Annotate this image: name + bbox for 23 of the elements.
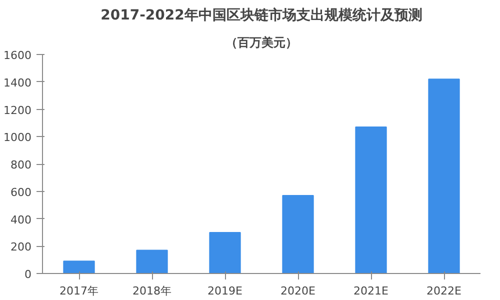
chart-title: 2017-2022年中国区块链市场支出规模统计及预测	[100, 6, 422, 24]
x-tick-label: 2018年	[132, 284, 172, 298]
x-tick-label: 2021E	[354, 284, 389, 298]
bar	[209, 232, 241, 274]
bar	[428, 78, 460, 274]
y-tick-label: 0	[24, 268, 32, 281]
x-tick-label: 2017年	[60, 284, 99, 298]
bar	[355, 126, 387, 274]
x-tick-label: 2019E	[208, 284, 243, 298]
chart-subtitle: （百万美元）	[226, 36, 298, 50]
bar	[282, 194, 314, 274]
y-tick-label: 1200	[4, 104, 32, 117]
bar	[63, 260, 95, 274]
y-tick-label: 200	[10, 240, 32, 254]
y-tick-label: 1000	[4, 131, 32, 144]
x-tick-label: 2020E	[280, 284, 316, 298]
y-tick-label: 1600	[4, 49, 32, 62]
bar	[136, 250, 168, 274]
x-tick-label: 2022E	[426, 284, 462, 298]
y-tick-label: 1400	[4, 76, 32, 90]
y-tick-label: 800	[10, 158, 32, 172]
y-tick-label: 400	[10, 213, 32, 226]
y-tick-label: 600	[10, 186, 32, 199]
